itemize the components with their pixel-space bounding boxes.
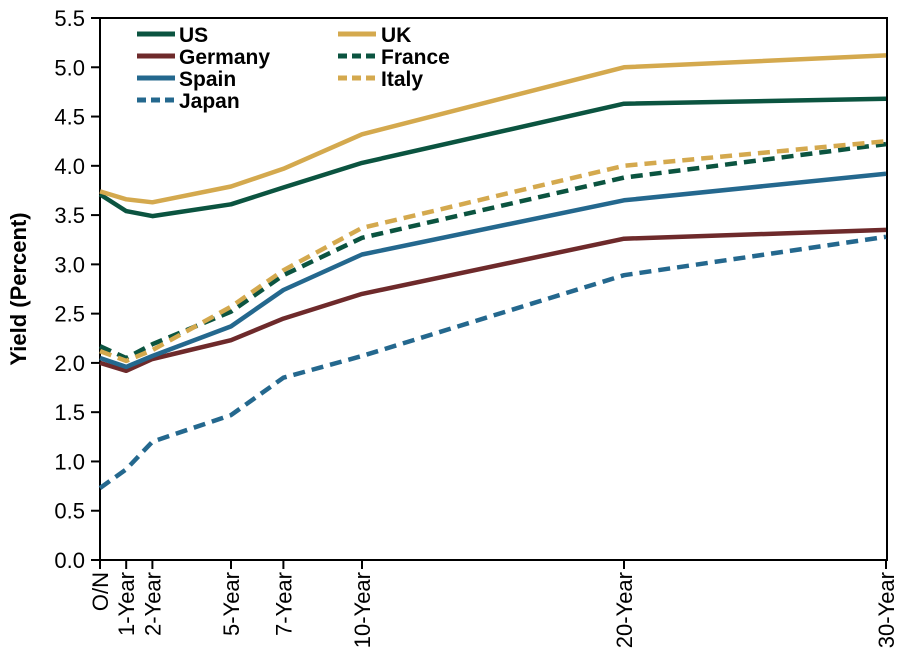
y-tick-label: 4.0 [54, 154, 85, 179]
series-line-us [98, 96, 887, 219]
series-line-italy [99, 138, 887, 364]
series-line-japan [98, 234, 887, 490]
y-tick-label: 2.0 [54, 351, 85, 376]
x-tick-label: 5-Year [219, 572, 244, 636]
series-line-uk [99, 53, 887, 205]
y-tick-label: 4.5 [54, 105, 85, 130]
series-line-germany [99, 227, 887, 374]
x-tick-label: 2-Year [140, 572, 165, 636]
legend-label-us: US [179, 24, 208, 47]
x-tick-label: 10-Year [350, 572, 375, 648]
y-tick-label: 0.5 [54, 499, 85, 524]
y-tick-label: 3.0 [54, 252, 85, 277]
y-tick-label: 5.0 [54, 55, 85, 80]
legend-label-japan: Japan [179, 90, 240, 113]
x-tick-label: 20-Year [612, 572, 637, 648]
legend-label-uk: UK [381, 24, 411, 47]
x-tick-label: 30-Year [874, 572, 899, 648]
legend-label-france: France [381, 46, 450, 69]
x-tick-label: 1-Year [114, 572, 139, 636]
y-axis-title: Yield (Percent) [6, 212, 31, 365]
plot-frame [99, 17, 888, 561]
y-tick-label: 1.0 [54, 449, 85, 474]
y-tick-label: 1.5 [54, 400, 85, 425]
legend-label-italy: Italy [381, 68, 423, 91]
legend-label-spain: Spain [179, 68, 236, 91]
y-tick-label: 2.5 [54, 302, 85, 327]
y-tick-label: 0.0 [54, 548, 85, 573]
series-line-spain [99, 171, 887, 370]
y-tick-label: 5.5 [54, 6, 85, 31]
y-tick-label: 3.5 [54, 203, 85, 228]
legend-label-germany: Germany [179, 46, 270, 69]
x-tick-label: O/N [88, 572, 113, 611]
series-line-france [99, 141, 887, 361]
x-tick-label: 7-Year [271, 572, 296, 636]
